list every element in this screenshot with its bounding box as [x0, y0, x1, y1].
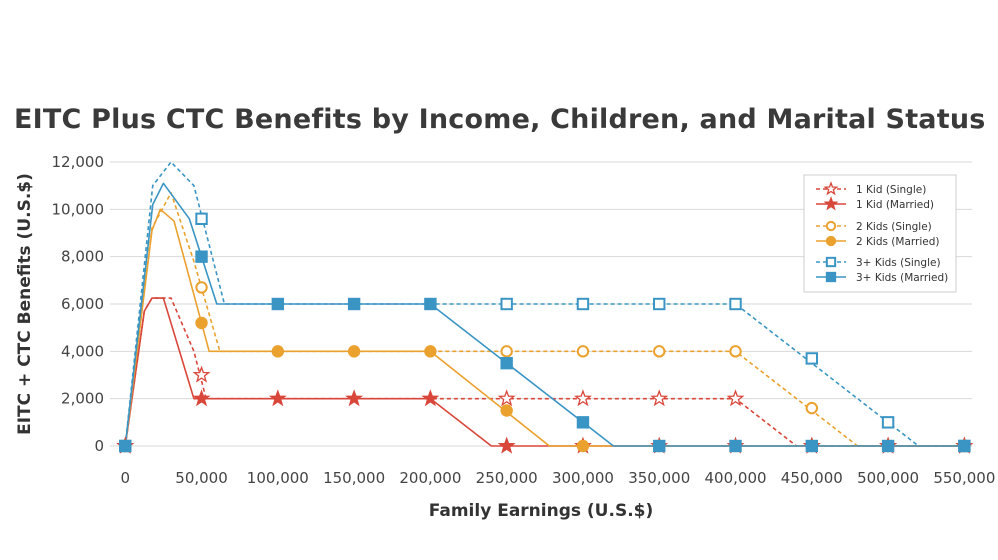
marker-series5-6: [576, 416, 590, 429]
marker-series1-1: [192, 389, 211, 407]
marker-series1-3: [345, 389, 364, 407]
legend-label-0: 1 Kid (Single): [856, 184, 926, 196]
series-line-1: [124, 297, 965, 447]
marker-series1-4: [421, 389, 440, 407]
y-tick-label-2: 4,000: [61, 342, 104, 360]
marker-series2-6: [805, 401, 819, 415]
marker-series5-3: [347, 297, 361, 311]
marker-series3-1: [195, 316, 208, 330]
marker-series1-2: [268, 389, 287, 407]
legend-marker-3: [825, 235, 837, 247]
chart-title: EITC Plus CTC Benefits by Income, Childr…: [14, 104, 986, 135]
marker-series5-2: [271, 297, 285, 311]
x-tick-label-7: 350,000: [628, 469, 690, 487]
marker-series3-2: [271, 345, 285, 358]
legend-label-1: 1 Kid (Married): [856, 199, 934, 211]
marker-series4-2: [500, 297, 513, 311]
y-tick-label-0: 0: [94, 437, 104, 455]
x-tick-label-3: 150,000: [323, 469, 385, 487]
marker-series2-1: [195, 281, 208, 294]
series-line-0: [124, 297, 965, 447]
y-tick-label-4: 8,000: [61, 248, 104, 266]
marker-series2-2: [500, 345, 513, 358]
y-tick-label-6: 12,000: [52, 153, 105, 171]
marker-series3-3: [347, 345, 361, 358]
y-tick-label-1: 2,000: [61, 390, 104, 408]
x-tick-label-1: 50,000: [175, 469, 228, 487]
legend-marker-5: [825, 271, 837, 283]
legend-marker-1: [823, 196, 839, 211]
marker-series0-4: [650, 389, 669, 407]
x-tick-label-9: 450,000: [781, 469, 843, 487]
x-tick-label-8: 400,000: [705, 469, 767, 487]
legend-marker-2: [825, 220, 837, 232]
marker-series5-10: [881, 439, 895, 453]
marker-series5-5: [500, 356, 513, 370]
legend-marker-4: [825, 256, 837, 268]
marker-series0-5: [726, 389, 745, 407]
marker-series0-3: [574, 389, 592, 407]
x-tick-label-10: 500,000: [857, 469, 919, 487]
x-tick-label-11: 550,000: [933, 469, 995, 487]
marker-series0-1: [192, 365, 211, 383]
x-tick-label-2: 100,000: [247, 469, 309, 487]
marker-series2-5: [729, 345, 742, 358]
marker-series5-11: [958, 439, 971, 453]
marker-series5-8: [729, 439, 742, 453]
x-axis-label: Family Earnings (U.S.$): [429, 501, 654, 521]
x-axis-ticks: 0 50,000 100,000 150,000 200,000 250,000 300,0…: [120, 469, 995, 487]
series-line-3: [124, 208, 965, 447]
legend-label-5: 3+ Kids (Married): [856, 272, 948, 284]
x-tick-label-5: 250,000: [476, 469, 538, 487]
marker-series2-3: [576, 345, 590, 358]
marker-series4-1: [195, 212, 208, 226]
y-tick-label-3: 6,000: [61, 295, 104, 313]
marker-series2-4: [653, 345, 666, 358]
y-axis-label: EITC + CTC Benefits (U.S.$): [15, 173, 35, 435]
legend: 1 Kid (Single) 1 Kid (Married) 2 Kids (Sin…: [803, 174, 957, 293]
marker-series5-9: [805, 439, 819, 453]
legend-label-3: 2 Kids (Married): [856, 236, 939, 248]
marker-series3-5: [500, 404, 513, 417]
marker-series3-4: [424, 345, 437, 358]
marker-series1-5: [497, 436, 516, 454]
y-axis-ticks: 0 2,000 4,000 6,000 8,000 10,000 12,000: [52, 153, 105, 455]
marker-series4-5: [729, 297, 742, 311]
marker-series5-0: [119, 439, 132, 453]
legend-label-4: 3+ Kids (Single): [856, 257, 941, 269]
marker-series5-4: [424, 297, 437, 311]
marker-series5-1: [195, 250, 208, 263]
marker-series4-7: [881, 416, 895, 429]
x-tick-label-6: 300,000: [552, 469, 614, 487]
marker-series4-3: [576, 297, 590, 311]
x-tick-label-0: 0: [120, 469, 130, 487]
marker-series0-2: [497, 389, 516, 407]
series-markers: [116, 212, 974, 454]
legend-marker-0: [823, 181, 839, 196]
legend-label-2: 2 Kids (Single): [856, 221, 932, 233]
marker-series4-4: [653, 297, 666, 311]
y-tick-label-5: 10,000: [52, 200, 105, 218]
marker-series5-7: [653, 439, 666, 453]
x-tick-label-4: 200,000: [399, 469, 461, 487]
marker-series3-6: [576, 439, 590, 453]
marker-series4-6: [805, 352, 819, 365]
